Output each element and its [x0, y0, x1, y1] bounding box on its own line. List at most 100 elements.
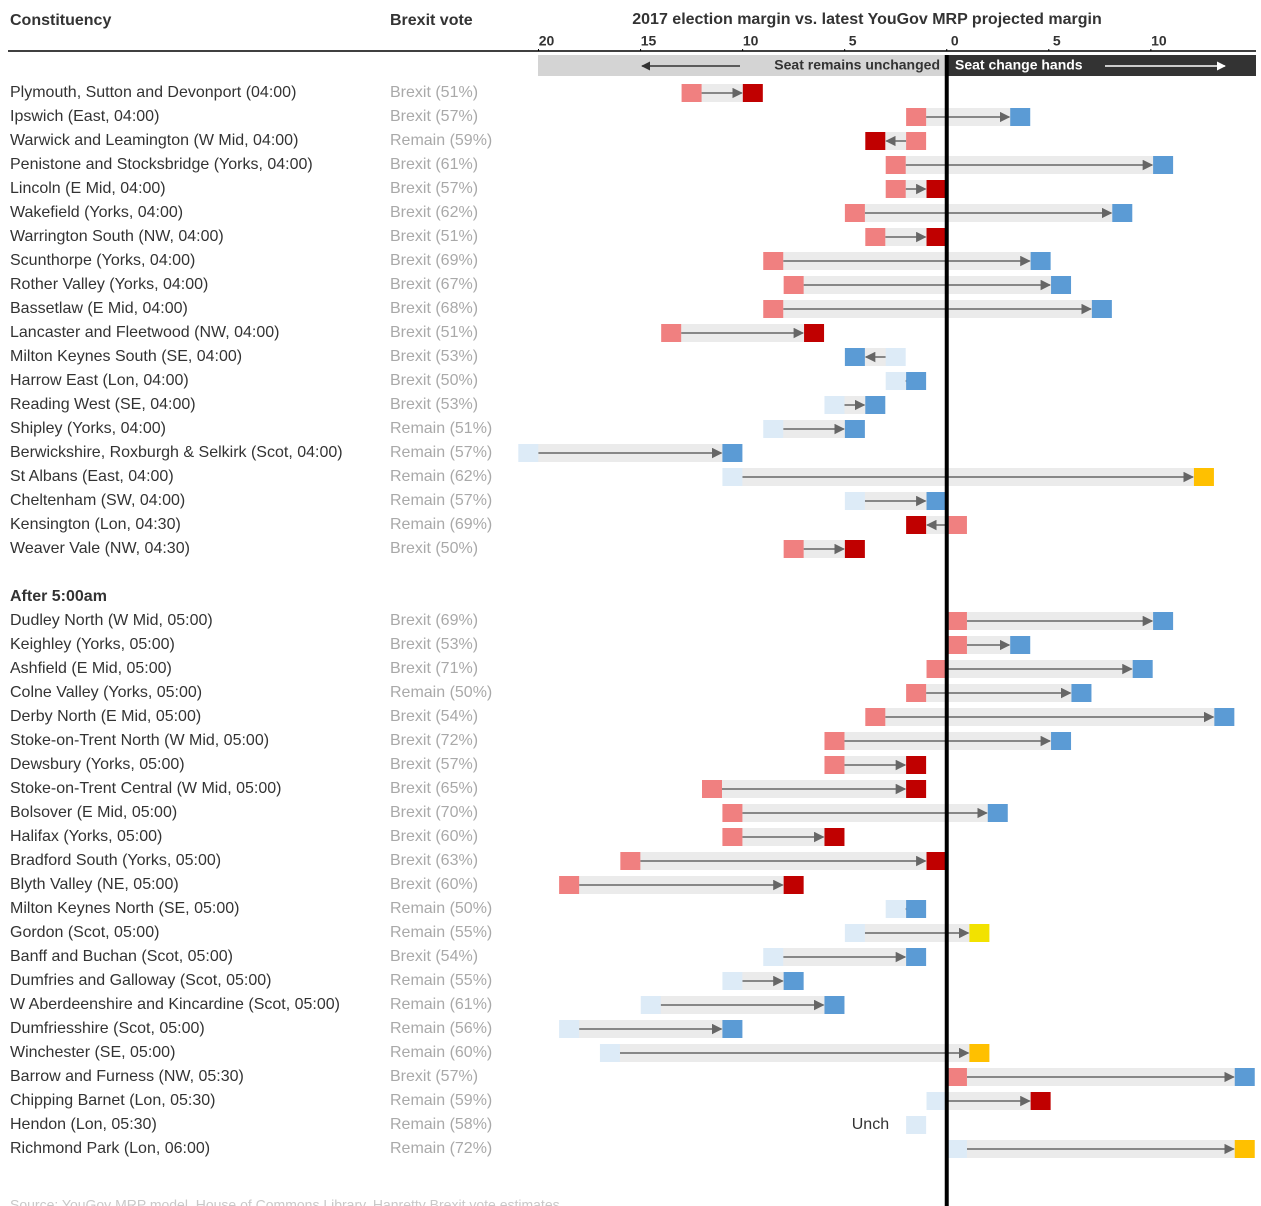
start-marker: [763, 300, 784, 318]
end-marker: [906, 372, 927, 390]
brexit-label: Remain (50%): [390, 900, 492, 917]
start-marker: [763, 252, 784, 270]
end-marker: [926, 492, 947, 510]
row-label: Rother Valley (Yorks, 04:00): [10, 276, 208, 293]
start-marker: [906, 108, 927, 126]
end-marker: [1234, 1140, 1255, 1158]
end-marker: [1030, 1092, 1051, 1110]
end-marker: [824, 828, 845, 846]
start-marker: [824, 756, 845, 774]
end-marker: [865, 132, 886, 150]
end-marker: [1112, 204, 1133, 222]
start-marker: [722, 828, 743, 846]
start-marker: [865, 708, 886, 726]
row-label: Banff and Buchan (Scot, 05:00): [10, 948, 233, 965]
end-marker: [906, 756, 927, 774]
row-label: Barrow and Furness (NW, 05:30): [10, 1068, 244, 1085]
brexit-label: Remain (69%): [390, 516, 492, 533]
start-marker: [844, 492, 865, 510]
brexit-label: Brexit (57%): [390, 1068, 478, 1085]
start-marker: [906, 684, 927, 702]
brexit-label: Brexit (51%): [390, 84, 478, 101]
end-marker: [1051, 732, 1072, 750]
end-marker: [1051, 276, 1072, 294]
brexit-label: Brexit (51%): [390, 228, 478, 245]
start-marker: [926, 1092, 947, 1110]
row-label: Blyth Valley (NE, 05:00): [10, 876, 179, 893]
brexit-label: Brexit (50%): [390, 540, 478, 557]
start-marker: [865, 228, 886, 246]
brexit-label: Remain (61%): [390, 996, 492, 1013]
start-marker: [824, 732, 845, 750]
start-marker: [681, 84, 702, 102]
x-tick-label: 15: [641, 33, 657, 49]
row-label: Warwick and Leamington (W Mid, 04:00): [10, 132, 298, 149]
column-header: Constituency: [10, 12, 111, 29]
end-marker: [906, 948, 927, 966]
end-marker: [1193, 468, 1214, 486]
brexit-label: Remain (59%): [390, 1092, 492, 1109]
end-marker: [722, 1020, 743, 1038]
end-marker: [926, 228, 947, 246]
end-marker: [1071, 684, 1092, 702]
start-marker: [885, 372, 906, 390]
brexit-label: Brexit (57%): [390, 756, 478, 773]
brexit-label: Brexit (68%): [390, 300, 478, 317]
row-label: Weaver Vale (NW, 04:30): [10, 540, 190, 557]
brexit-label: Brexit (60%): [390, 828, 478, 845]
start-marker: [518, 444, 539, 462]
end-marker: [865, 396, 886, 414]
left-band: [538, 55, 947, 76]
end-marker: [824, 996, 845, 1014]
right-note: Seat change hands: [955, 57, 1083, 73]
end-marker: [783, 876, 804, 894]
brexit-label: Brexit (51%): [390, 324, 478, 341]
source: Source: YouGov MRP model, House of Commo…: [10, 1197, 560, 1206]
brexit-label: Brexit (53%): [390, 636, 478, 653]
brexit-label: Brexit (69%): [390, 612, 478, 629]
row-note: Unch: [852, 1116, 889, 1133]
row-label: Milton Keynes North (SE, 05:00): [10, 900, 239, 917]
end-marker: [844, 348, 865, 366]
end-marker: [969, 924, 990, 942]
row-label: St Albans (East, 04:00): [10, 468, 174, 485]
section-label: After 5:00am: [10, 588, 107, 605]
brexit-label: Brexit (70%): [390, 804, 478, 821]
start-marker: [946, 516, 967, 534]
end-marker: [906, 900, 927, 918]
brexit-label: Brexit (60%): [390, 876, 478, 893]
row-label: Colne Valley (Yorks, 05:00): [10, 684, 202, 701]
end-marker: [906, 780, 927, 798]
end-marker: [1153, 156, 1174, 174]
row-label: Hendon (Lon, 05:30): [10, 1116, 157, 1133]
brexit-label: Brexit (63%): [390, 852, 478, 869]
row-label: Keighley (Yorks, 05:00): [10, 636, 175, 653]
end-marker: [844, 420, 865, 438]
row-label: Winchester (SE, 05:00): [10, 1044, 175, 1061]
row-label: W Aberdeenshire and Kincardine (Scot, 05…: [10, 996, 340, 1013]
start-marker: [946, 1068, 967, 1086]
x-tick-label: 10: [1151, 33, 1167, 49]
brexit-label: Brexit (65%): [390, 780, 478, 797]
end-marker: [1234, 1068, 1255, 1086]
row-label: Ashfield (E Mid, 05:00): [10, 660, 172, 677]
x-tick-label: 20: [539, 33, 555, 49]
brexit-label: Remain (55%): [390, 924, 492, 941]
row-label: Richmond Park (Lon, 06:00): [10, 1140, 210, 1157]
brexit-label: Remain (50%): [390, 684, 492, 701]
start-marker: [946, 636, 967, 654]
end-marker: [1132, 660, 1153, 678]
brexit-label: Remain (62%): [390, 468, 492, 485]
brexit-label: Remain (57%): [390, 444, 492, 461]
end-marker: [1153, 612, 1174, 630]
row-label: Reading West (SE, 04:00): [10, 396, 196, 413]
row-label: Halifax (Yorks, 05:00): [10, 828, 162, 845]
row-label: Milton Keynes South (SE, 04:00): [10, 348, 242, 365]
plot: 20 15 10 5 0 5 10 Plymouth, Sutton and Devonpor…: [10, 33, 1255, 1206]
row-label: Stoke-on-Trent Central (W Mid, 05:00): [10, 780, 282, 797]
end-marker: [969, 1044, 990, 1062]
start-marker: [885, 900, 906, 918]
end-marker: [722, 444, 743, 462]
start-marker: [620, 852, 641, 870]
